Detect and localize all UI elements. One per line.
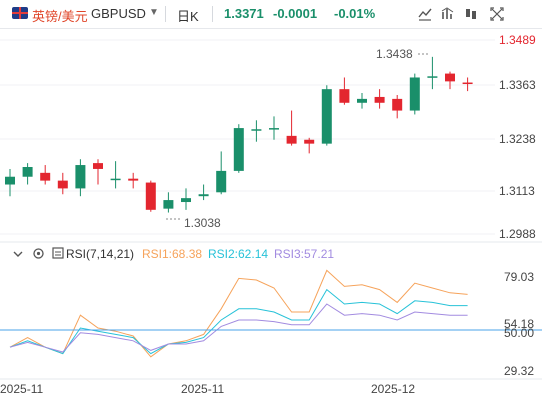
fullscreen-icon: [490, 7, 504, 21]
chart-type-button[interactable]: [414, 4, 436, 24]
fullscreen-button[interactable]: [486, 4, 508, 24]
candle-body[interactable]: [163, 200, 174, 209]
candle-body[interactable]: [251, 129, 262, 131]
candle-body[interactable]: [321, 89, 332, 144]
candle-body[interactable]: [392, 98, 403, 111]
candle-body[interactable]: [128, 178, 139, 181]
candle-body[interactable]: [145, 182, 156, 210]
candle-body[interactable]: [5, 176, 15, 185]
candle-body[interactable]: [286, 135, 297, 144]
price-axis-label: 1.3489: [499, 33, 536, 47]
settings-icon[interactable]: [32, 247, 45, 260]
candle-body[interactable]: [445, 73, 455, 82]
rsi-axis-label: 50.00: [504, 326, 534, 340]
rsi2-line: [9, 288, 468, 355]
low-price-label: 1.3038: [184, 216, 221, 230]
divider: [165, 6, 166, 22]
candle-body[interactable]: [304, 139, 315, 144]
price-axis-label: 1.2988: [499, 227, 536, 241]
candle-body[interactable]: [181, 198, 191, 203]
candle-body[interactable]: [357, 98, 367, 103]
symbol-name-cn[interactable]: 英镑/美元: [32, 9, 88, 24]
collapse-icon[interactable]: [12, 248, 24, 260]
candle-body[interactable]: [233, 128, 244, 171]
price-change-percent: -0.01%: [334, 6, 376, 21]
candle-body[interactable]: [57, 180, 68, 189]
drawing-tools-button[interactable]: [460, 4, 482, 24]
candle-body[interactable]: [462, 82, 473, 85]
time-axis-label: 2025-11: [181, 382, 224, 396]
candle-body[interactable]: [409, 77, 420, 111]
rsi-axis-label: 79.03: [504, 270, 534, 284]
rsi-axis-label: 29.32: [504, 364, 534, 378]
rsi3-line: [9, 303, 468, 353]
candle-body[interactable]: [40, 172, 51, 181]
price-axis-label: 1.3238: [499, 132, 536, 146]
timeframe-select[interactable]: 日K: [177, 9, 199, 24]
rsi-title: RSI(7,14,21): [66, 247, 135, 261]
candle-body[interactable]: [216, 170, 227, 193]
price-axis-label: 1.3113: [499, 184, 535, 198]
candle-body[interactable]: [339, 89, 350, 103]
price-axis-label: 1.3363: [499, 78, 536, 92]
rsi-axis-label: 54.18: [504, 317, 534, 331]
header-bar: 英镑/美元 GBPUSD ▼ 日K 1.3371 -0.0001 -0.01%: [0, 0, 542, 29]
symbol-code[interactable]: GBPUSD: [91, 6, 146, 21]
high-price-label: 1.3438: [376, 47, 413, 61]
candle-body[interactable]: [427, 76, 438, 78]
candle-body[interactable]: [93, 163, 103, 169]
chevron-down-icon[interactable]: ▼: [149, 7, 159, 18]
candle-body[interactable]: [374, 96, 385, 103]
last-price: 1.3371: [224, 6, 264, 21]
divider: [212, 6, 213, 22]
rsi3-value: RSI3:57.21: [274, 247, 335, 261]
indicator-menu-icon[interactable]: [52, 247, 64, 259]
candle-body[interactable]: [198, 194, 209, 197]
candle-body[interactable]: [75, 165, 86, 189]
drawing-icon: [466, 9, 476, 19]
candle-body[interactable]: [269, 128, 279, 130]
price-change: -0.0001: [273, 6, 318, 21]
chart-type-icon: [418, 8, 432, 21]
indicator-icon: [441, 7, 454, 19]
candle-body[interactable]: [110, 178, 121, 181]
rsi1-value: RSI1:68.38: [142, 247, 203, 261]
time-axis-label: 2025-11: [0, 382, 43, 396]
rsi2-value: RSI2:62.14: [208, 247, 269, 261]
indicator-button[interactable]: [437, 4, 459, 24]
candle-body[interactable]: [22, 167, 33, 177]
rsi1-line: [9, 269, 468, 358]
uk-flag-icon: [12, 7, 28, 19]
time-axis-label: 2025-12: [371, 382, 415, 396]
